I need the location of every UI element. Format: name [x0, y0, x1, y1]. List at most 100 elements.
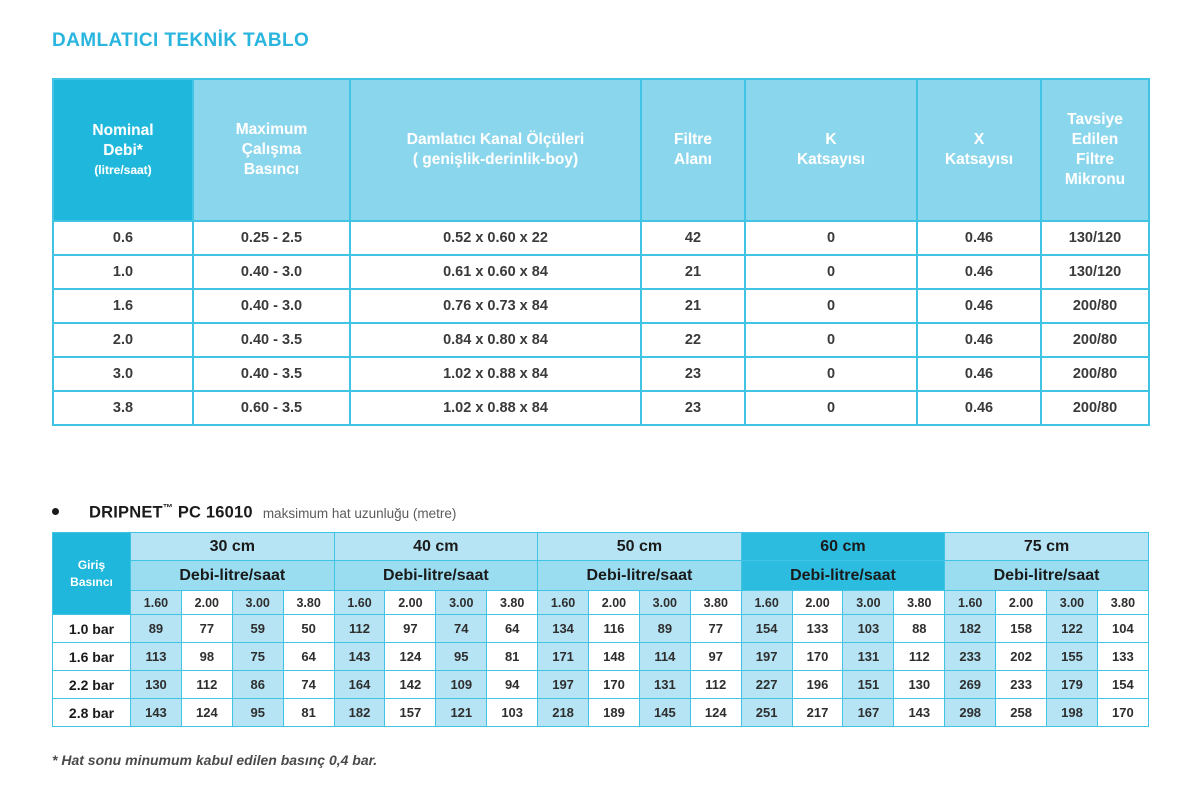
table-cell: 143 — [130, 698, 182, 727]
table-cell: 200/80 — [1040, 288, 1150, 324]
col-header-flow-rate: 3.80 — [689, 590, 742, 615]
table-cell: 121 — [435, 698, 488, 727]
row-header-pressure: 1.6 bar — [52, 642, 131, 671]
table-cell: 89 — [130, 614, 182, 643]
col-header-flow-rate: 3.00 — [842, 590, 895, 615]
table-cell: 97 — [384, 614, 437, 643]
dripnet-title: DRIPNET™ PC 16010 — [89, 503, 253, 523]
col-header-x-katsayisi: X Katsayısı — [916, 78, 1042, 222]
table-cell: 23 — [640, 390, 746, 426]
dripnet-subtitle: maksimum hat uzunluğu (metre) — [262, 505, 457, 521]
table-cell: 170 — [588, 670, 640, 699]
col-header-line1: Maximum — [235, 120, 308, 138]
row-header-pressure: 1.0 bar — [52, 614, 131, 643]
table-cell: 133 — [791, 614, 844, 643]
table-row: 1.6 bar 113 98 75 64 143 124 95 81 171 148 114 97 197… — [52, 642, 1149, 671]
table-cell: 130/120 — [1040, 220, 1150, 256]
table-cell: 0.84 x 0.80 x 84 — [349, 322, 642, 358]
table-cell: 0.40 - 3.0 — [192, 288, 351, 324]
col-group-header-spacing: 50 cm — [537, 532, 742, 561]
table-cell: 81 — [486, 642, 539, 671]
table-cell: 64 — [282, 642, 335, 671]
table-cell: 95 — [231, 698, 284, 727]
table-cell: 189 — [588, 698, 640, 727]
col-header-flow-rate: 3.00 — [231, 590, 284, 615]
table-cell: 95 — [435, 642, 488, 671]
dripnet-line-length-table: Giriş Basıncı 30 cm 40 cm 50 cm 60 cm 75 cm Deb… — [52, 532, 1149, 727]
table-row: 2.2 bar 130 112 86 74 164 142 109 94 197 170 131 112… — [52, 670, 1149, 699]
table-cell: 130 — [130, 670, 182, 699]
table-cell: 2.0 — [52, 322, 194, 358]
table-cell: 170 — [791, 642, 844, 671]
table-header-row-flow: 1.60 2.00 3.00 3.80 1.60 2.00 3.00 3.80 1.60 2.00… — [53, 590, 1149, 615]
col-header-line2: Katsayısı — [944, 151, 1014, 168]
table-cell: 200/80 — [1040, 322, 1150, 358]
table-cell: 22 — [640, 322, 746, 358]
table-cell: 157 — [384, 698, 437, 727]
table-cell: 0.46 — [916, 254, 1042, 290]
table-cell: 167 — [842, 698, 895, 727]
dripnet-heading: DRIPNET™ PC 16010 maksimum hat uzunluğu … — [52, 503, 456, 523]
table-cell: 145 — [638, 698, 691, 727]
col-header-line2: Alanı — [674, 151, 712, 168]
table-cell: 122 — [1046, 614, 1098, 643]
table-cell: 134 — [537, 614, 590, 643]
table-cell: 21 — [640, 254, 746, 290]
table-cell: 131 — [842, 642, 895, 671]
table-cell: 148 — [588, 642, 640, 671]
table-cell: 0.46 — [916, 390, 1042, 426]
table-cell: 217 — [791, 698, 844, 727]
table-cell: 154 — [740, 614, 793, 643]
table-cell: 75 — [231, 642, 284, 671]
col-header-flow-rate: 2.00 — [995, 590, 1048, 615]
table-cell: 3.0 — [52, 356, 194, 392]
table-cell: 269 — [944, 670, 997, 699]
table-row: 1.0 bar 89 77 59 50 112 97 74 64 134 116 89 77 154 133… — [52, 614, 1149, 643]
table-cell: 97 — [689, 642, 742, 671]
table-cell: 0.61 x 0.60 x 84 — [349, 254, 642, 290]
col-header-line3: Basıncı — [243, 161, 300, 179]
table-cell: 42 — [640, 220, 746, 256]
col-header-flow-rate: 3.80 — [1096, 590, 1149, 615]
table-cell: 130/120 — [1040, 254, 1150, 290]
table-cell: 114 — [638, 642, 691, 671]
table-cell: 74 — [282, 670, 335, 699]
footnote: * Hat sonu minumum kabul edilen basınç 0… — [52, 752, 378, 768]
table-cell: 142 — [384, 670, 437, 699]
table-cell: 133 — [1096, 642, 1149, 671]
table-cell: 1.02 x 0.88 x 84 — [349, 356, 642, 392]
page-title: DAMLATICI TEKNİK TABLO — [52, 30, 310, 51]
row-header-pressure: 2.2 bar — [52, 670, 131, 699]
table-cell: 64 — [486, 614, 539, 643]
col-header-flow-rate: 3.00 — [638, 590, 691, 615]
table-cell: 124 — [384, 642, 437, 671]
table-row: 3.0 0.40 - 3.5 1.02 x 0.88 x 84 23 0 0.46 200/… — [52, 356, 1150, 392]
table-header-row: Nominal Debi* (litre/saat) Maximum Çalış… — [52, 78, 1150, 222]
table-cell: 198 — [1046, 698, 1098, 727]
table-cell: 0.46 — [916, 356, 1042, 392]
table-cell: 1.02 x 0.88 x 84 — [349, 390, 642, 426]
table-cell: 158 — [995, 614, 1048, 643]
table-cell: 21 — [640, 288, 746, 324]
table-cell: 113 — [130, 642, 182, 671]
table-cell: 23 — [640, 356, 746, 392]
col-group-header-debi: Debi-litre/saat — [944, 560, 1149, 591]
table-cell: 59 — [231, 614, 284, 643]
table-cell: 179 — [1046, 670, 1098, 699]
table-cell: 74 — [435, 614, 488, 643]
table-cell: 258 — [995, 698, 1048, 727]
col-group-header-spacing: 40 cm — [333, 532, 539, 561]
table-cell: 77 — [180, 614, 233, 643]
row-header-line2: Basıncı — [70, 574, 113, 589]
trademark-icon: ™ — [162, 503, 174, 514]
table-cell: 233 — [944, 642, 997, 671]
col-header-flow-rate: 1.60 — [944, 590, 997, 615]
table-cell: 233 — [995, 670, 1048, 699]
table-cell: 112 — [180, 670, 233, 699]
col-header-line3: Filtre — [1076, 151, 1114, 168]
table-cell: 104 — [1096, 614, 1149, 643]
row-header-giris-basinci: Giriş Basıncı — [52, 532, 131, 615]
table-cell: 155 — [1046, 642, 1098, 671]
table-cell: 0 — [744, 322, 918, 358]
